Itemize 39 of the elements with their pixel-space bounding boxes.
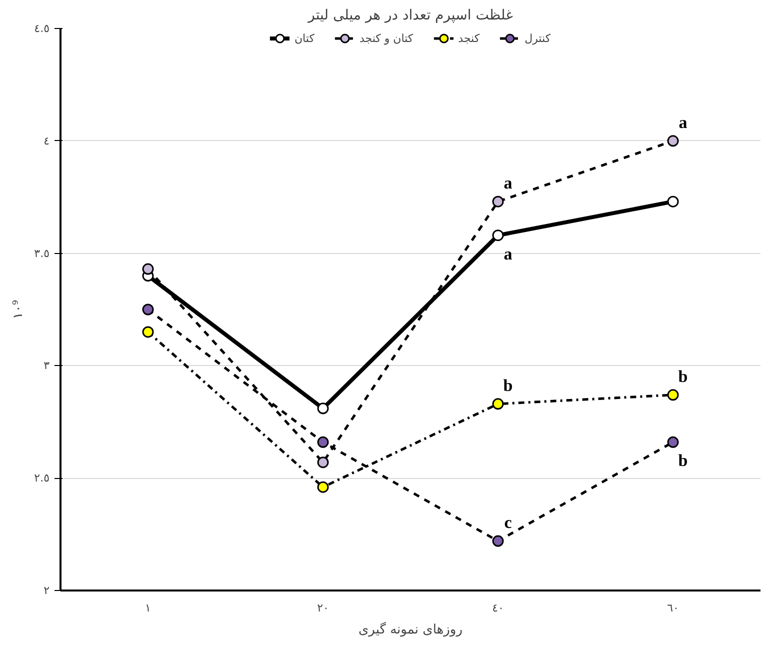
annotation: b xyxy=(678,451,688,470)
legend-label: کنترل xyxy=(524,32,551,44)
annotation: a xyxy=(504,244,513,264)
y-axis-title: ١٠⁹ xyxy=(11,300,26,320)
x-axis-title: روزهای نمونه گیری xyxy=(358,622,463,638)
point xyxy=(667,436,679,448)
point xyxy=(142,326,154,338)
point xyxy=(317,402,329,414)
point xyxy=(667,389,679,401)
point xyxy=(492,535,504,547)
legend-label: کتان xyxy=(294,32,314,44)
point xyxy=(667,135,679,147)
x-tick-label: ٤٠ xyxy=(492,602,504,614)
annotation: b xyxy=(503,376,513,395)
y-tick-label: ٢ xyxy=(44,584,50,597)
y-tick-label: ٤.٥ xyxy=(34,22,50,35)
y-tick-label: ٢.٥ xyxy=(34,472,50,485)
point xyxy=(142,304,154,316)
point xyxy=(492,196,504,208)
point xyxy=(317,436,329,448)
point xyxy=(492,230,504,242)
x-tick-label: ١ xyxy=(145,602,151,614)
chart-title: غلظت اسپرم تعداد در هر میلی لیتر xyxy=(307,8,513,24)
point xyxy=(142,263,154,275)
y-tick-label: ٣ xyxy=(44,359,50,372)
point xyxy=(317,481,329,493)
point xyxy=(667,196,679,208)
y-tick-label: ٣.٥ xyxy=(34,246,50,260)
point xyxy=(317,456,329,468)
annotation: c xyxy=(504,513,512,532)
legend-label: کنجد xyxy=(458,32,480,44)
x-tick-label: ٦٠ xyxy=(667,602,679,614)
annotation: a xyxy=(504,174,513,193)
legend-label: کتان و کنجد xyxy=(359,32,414,44)
point xyxy=(492,398,504,410)
y-tick-label: ٤ xyxy=(44,134,50,148)
annotation: a xyxy=(678,112,688,132)
annotation: b xyxy=(678,366,688,386)
x-tick-label: ٢٠ xyxy=(317,602,329,614)
